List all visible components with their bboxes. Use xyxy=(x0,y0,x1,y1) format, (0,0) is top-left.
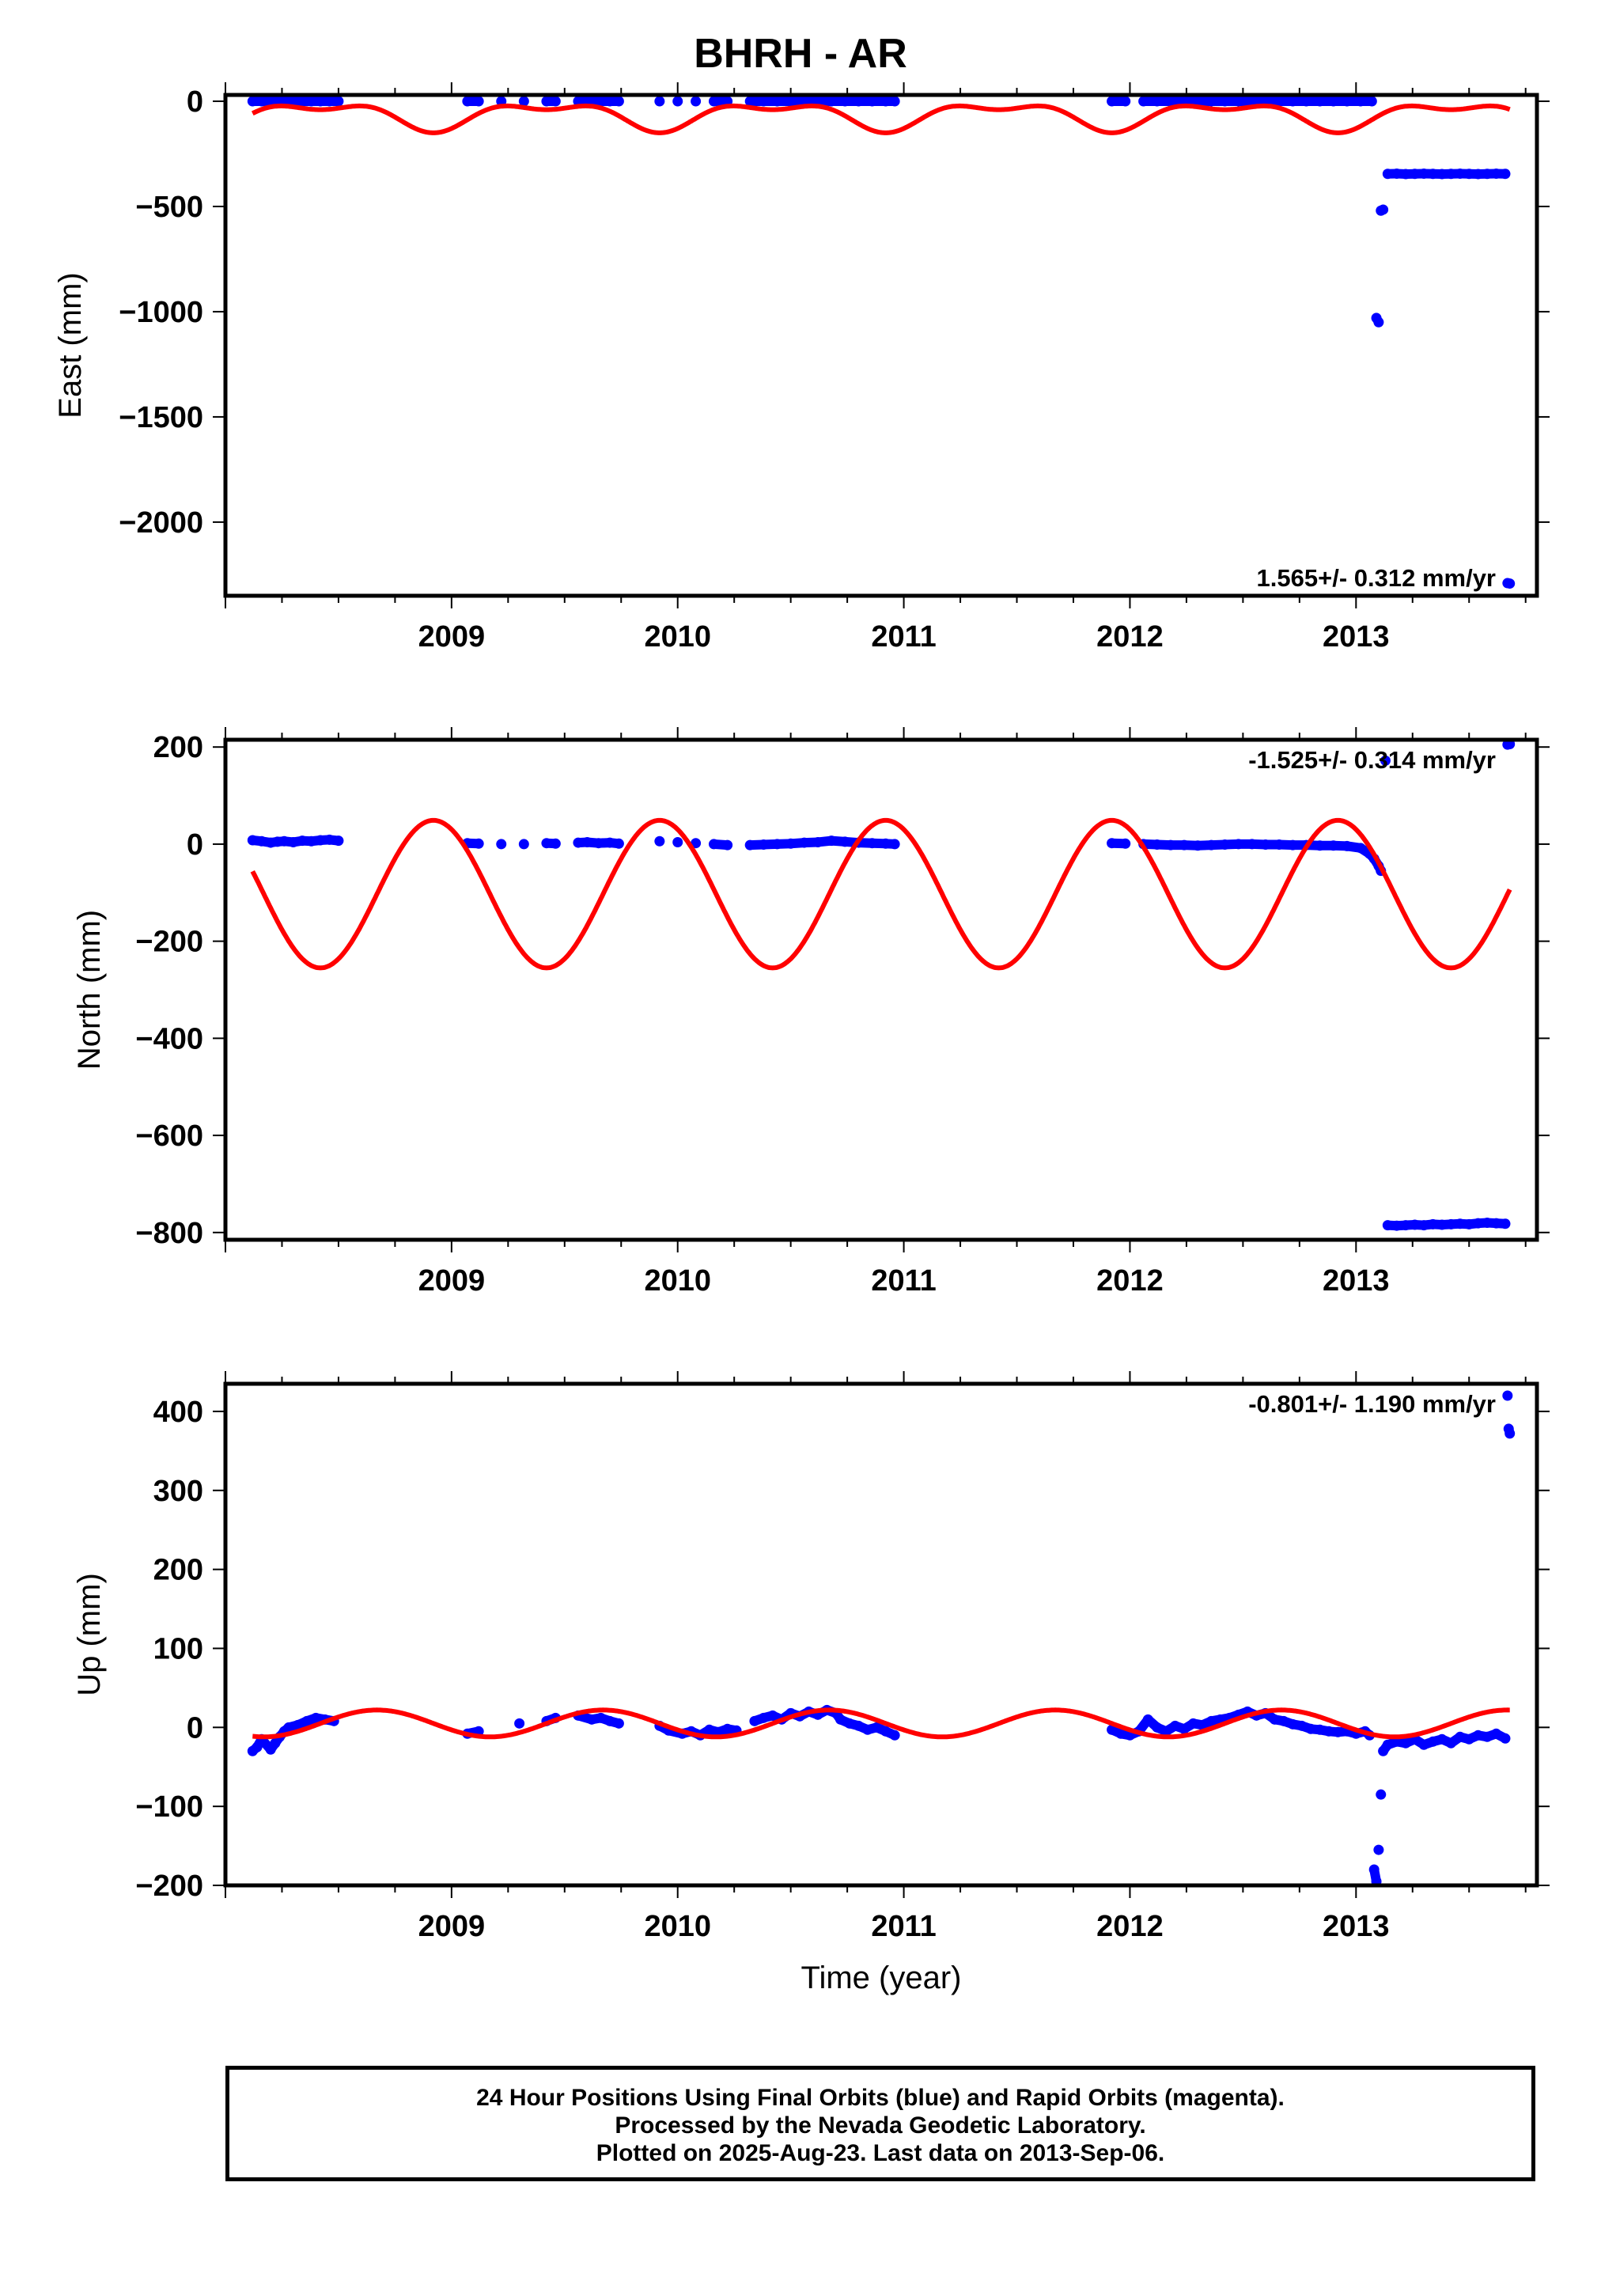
model-curve xyxy=(251,103,1511,135)
data-point xyxy=(1373,1844,1384,1855)
data-segment xyxy=(1504,1423,1515,1438)
y-tick-label: −500 xyxy=(135,191,203,224)
x-tick-label: 2012 xyxy=(1096,620,1164,654)
y-tick-label: 0 xyxy=(187,85,203,119)
data-segment xyxy=(1502,578,1515,589)
y-tick-label: 400 xyxy=(153,1396,203,1429)
north-panel: 2009 2010 2011 2012 2013 200 0 −200 −400 −600 −800… xyxy=(72,727,1550,1298)
x-tick-label: 2011 xyxy=(871,1910,936,1943)
y-tick-label: −2000 xyxy=(119,506,203,540)
caption-line-1: 24 Hour Positions Using Final Orbits (bl… xyxy=(476,2085,1285,2111)
y-tick-label: 100 xyxy=(153,1632,203,1665)
plot-frame xyxy=(223,93,1539,598)
caption-line-3: Plotted on 2025-Aug-23. Last data on 201… xyxy=(596,2140,1165,2166)
x-tick-label: 2009 xyxy=(418,1910,486,1943)
data-point xyxy=(514,1718,525,1729)
data-segment xyxy=(880,839,900,849)
y-axis-label: East (mm) xyxy=(53,272,88,418)
data-point xyxy=(1502,1390,1513,1401)
model-curve xyxy=(252,1707,1510,1740)
x-tick-label: 2012 xyxy=(1096,1910,1164,1943)
plot-area xyxy=(247,96,1516,589)
data-segment xyxy=(1369,1865,1382,1885)
y-axis-label: North (mm) xyxy=(72,910,107,1070)
data-segment xyxy=(1502,740,1515,750)
plot-area xyxy=(247,1390,1516,1885)
plot-frame xyxy=(223,1381,1539,1888)
x-tick-label: 2011 xyxy=(871,620,936,654)
up-panel: 2009 2010 2011 2012 2013 400 300 200 100 0 −100 −20… xyxy=(72,1371,1550,1995)
y-tick-label: −200 xyxy=(135,1870,203,1903)
data-segment xyxy=(880,1726,900,1741)
data-segment xyxy=(541,838,561,849)
y-tick-label: 0 xyxy=(187,1711,203,1745)
data-point xyxy=(654,835,665,847)
x-tick-label: 2010 xyxy=(644,1264,711,1298)
caption-line-2: Processed by the Nevada Geodetic Laborat… xyxy=(615,2112,1146,2139)
x-tick-label: 2010 xyxy=(644,620,711,654)
data-point xyxy=(1380,755,1391,766)
data-segment xyxy=(1491,1218,1510,1229)
data-segment xyxy=(324,835,343,846)
y-tick-label: −200 xyxy=(135,926,203,959)
x-tick-label: 2009 xyxy=(418,1264,486,1298)
data-segment xyxy=(1372,313,1383,328)
y-axis-label: Up (mm) xyxy=(72,1573,107,1696)
x-tick-label: 2013 xyxy=(1323,620,1390,654)
y-tick-label: −400 xyxy=(135,1022,203,1055)
data-segment xyxy=(604,1716,624,1729)
plot-frame xyxy=(223,737,1539,1242)
y-tick-label: 200 xyxy=(153,731,203,764)
rate-label: 1.565+/- 0.312 mm/yr xyxy=(1257,564,1496,592)
x-axis-label: Time (year) xyxy=(801,1961,962,1995)
y-tick-label: −800 xyxy=(135,1217,203,1250)
data-segment xyxy=(722,1724,742,1736)
caption-box: 24 Hour Positions Using Final Orbits (bl… xyxy=(225,2066,1535,2181)
data-segment xyxy=(1491,1729,1510,1744)
data-segment xyxy=(462,838,484,849)
data-segment xyxy=(709,839,732,851)
data-point xyxy=(496,839,507,850)
data-point xyxy=(1376,1789,1387,1800)
x-tick-label: 2010 xyxy=(644,1910,711,1943)
data-point xyxy=(654,96,665,107)
data-point xyxy=(691,838,702,849)
rate-label: -1.525+/- 0.314 mm/yr xyxy=(1248,746,1496,774)
page-title: BHRH - AR xyxy=(694,31,907,77)
y-tick-label: −1500 xyxy=(119,401,203,434)
y-tick-label: −600 xyxy=(135,1120,203,1153)
data-point xyxy=(518,96,529,107)
y-tick-label: 0 xyxy=(187,828,203,862)
model-curve xyxy=(250,817,1512,971)
x-tick-label: 2012 xyxy=(1096,1264,1164,1298)
data-segment xyxy=(1107,838,1130,849)
data-point xyxy=(672,836,683,847)
y-tick-label: 200 xyxy=(153,1554,203,1587)
y-tick-label: −100 xyxy=(135,1790,203,1824)
rate-label: -0.801+/- 1.190 mm/yr xyxy=(1248,1390,1496,1418)
x-tick-label: 2013 xyxy=(1323,1264,1390,1298)
x-tick-label: 2013 xyxy=(1323,1910,1390,1943)
y-tick-label: 300 xyxy=(153,1475,203,1508)
x-tick-label: 2011 xyxy=(871,1264,936,1298)
plot-area xyxy=(247,740,1516,1231)
data-point xyxy=(672,96,683,107)
data-point xyxy=(518,839,529,850)
x-tick-label: 2009 xyxy=(418,620,486,654)
data-point xyxy=(691,96,702,107)
east-panel: 2009 2010 2011 2012 2013 0 −500 −1000 −1500 −2000… xyxy=(53,82,1550,654)
y-tick-label: −1000 xyxy=(119,296,203,329)
